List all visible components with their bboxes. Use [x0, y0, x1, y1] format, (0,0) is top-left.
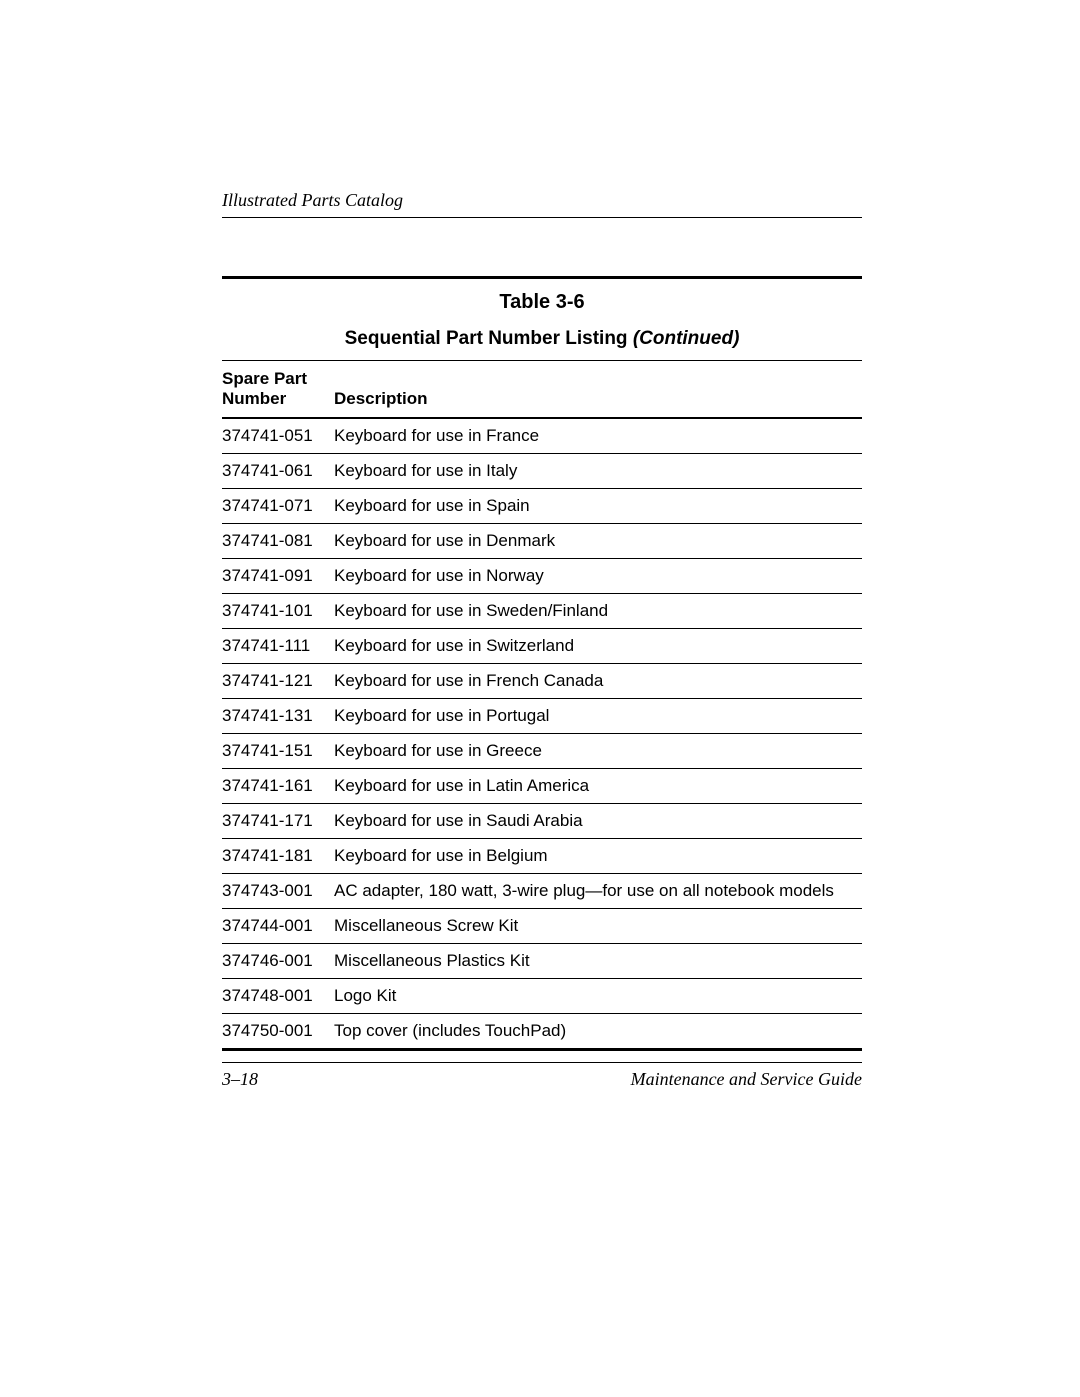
page-footer: 3–18 Maintenance and Service Guide — [222, 1062, 862, 1090]
cell-part-number: 374741-181 — [222, 839, 334, 874]
cell-part-number: 374741-101 — [222, 594, 334, 629]
cell-part-number: 374741-151 — [222, 734, 334, 769]
footer-page-number: 3–18 — [222, 1069, 258, 1090]
cell-description: Keyboard for use in Portugal — [334, 699, 862, 734]
running-header: Illustrated Parts Catalog — [222, 190, 862, 218]
cell-part-number: 374750-001 — [222, 1014, 334, 1050]
table-row: 374750-001Top cover (includes TouchPad) — [222, 1014, 862, 1050]
table-row: 374741-091Keyboard for use in Norway — [222, 559, 862, 594]
table-row: 374744-001Miscellaneous Screw Kit — [222, 909, 862, 944]
col-header-description: Description — [334, 361, 862, 418]
cell-part-number: 374741-081 — [222, 524, 334, 559]
cell-description: Keyboard for use in Switzerland — [334, 629, 862, 664]
cell-description: Miscellaneous Screw Kit — [334, 909, 862, 944]
cell-description: Top cover (includes TouchPad) — [334, 1014, 862, 1050]
table-row: 374741-051Keyboard for use in France — [222, 418, 862, 454]
cell-part-number: 374741-111 — [222, 629, 334, 664]
cell-part-number: 374744-001 — [222, 909, 334, 944]
cell-part-number: 374741-131 — [222, 699, 334, 734]
cell-description: Keyboard for use in France — [334, 418, 862, 454]
table-row: 374741-151Keyboard for use in Greece — [222, 734, 862, 769]
table-row: 374741-081Keyboard for use in Denmark — [222, 524, 862, 559]
table-subtitle-continued: (Continued) — [633, 328, 740, 349]
table-row: 374746-001Miscellaneous Plastics Kit — [222, 944, 862, 979]
page-content: Illustrated Parts Catalog Table 3-6 Sequ… — [222, 190, 862, 1051]
cell-description: Keyboard for use in Norway — [334, 559, 862, 594]
table-row: 374741-071Keyboard for use in Spain — [222, 489, 862, 524]
table-subtitle-main: Sequential Part Number Listing — [345, 328, 633, 349]
table-header-row: Spare Part Number Description — [222, 361, 862, 418]
cell-part-number: 374748-001 — [222, 979, 334, 1014]
table-row: 374741-061Keyboard for use in Italy — [222, 454, 862, 489]
col-header-part-number: Spare Part Number — [222, 361, 334, 418]
cell-part-number: 374741-071 — [222, 489, 334, 524]
cell-description: Keyboard for use in French Canada — [334, 664, 862, 699]
cell-description: Miscellaneous Plastics Kit — [334, 944, 862, 979]
cell-description: Keyboard for use in Sweden/Finland — [334, 594, 862, 629]
cell-description: Keyboard for use in Latin America — [334, 769, 862, 804]
table-row: 374741-161Keyboard for use in Latin Amer… — [222, 769, 862, 804]
table-row: 374741-101Keyboard for use in Sweden/Fin… — [222, 594, 862, 629]
table-row: 374741-181Keyboard for use in Belgium — [222, 839, 862, 874]
parts-table: Spare Part Number Description 374741-051… — [222, 361, 862, 1051]
table-row: 374743-001AC adapter, 180 watt, 3-wire p… — [222, 874, 862, 909]
cell-description: Keyboard for use in Spain — [334, 489, 862, 524]
table-row: 374741-171Keyboard for use in Saudi Arab… — [222, 804, 862, 839]
cell-description: Keyboard for use in Belgium — [334, 839, 862, 874]
cell-part-number: 374741-051 — [222, 418, 334, 454]
footer-doc-title: Maintenance and Service Guide — [631, 1069, 862, 1090]
table-caption: Table 3-6 — [222, 276, 862, 314]
cell-description: Keyboard for use in Denmark — [334, 524, 862, 559]
table-body: 374741-051Keyboard for use in France3747… — [222, 418, 862, 1050]
cell-description: Keyboard for use in Saudi Arabia — [334, 804, 862, 839]
cell-part-number: 374741-091 — [222, 559, 334, 594]
cell-description: AC adapter, 180 watt, 3-wire plug—for us… — [334, 874, 862, 909]
cell-part-number: 374746-001 — [222, 944, 334, 979]
cell-part-number: 374741-121 — [222, 664, 334, 699]
cell-part-number: 374741-061 — [222, 454, 334, 489]
col-header-part-number-l2: Number — [222, 389, 286, 408]
cell-description: Logo Kit — [334, 979, 862, 1014]
cell-part-number: 374741-161 — [222, 769, 334, 804]
table-row: 374748-001Logo Kit — [222, 979, 862, 1014]
col-header-part-number-l1: Spare Part — [222, 369, 307, 388]
cell-part-number: 374743-001 — [222, 874, 334, 909]
cell-description: Keyboard for use in Greece — [334, 734, 862, 769]
cell-part-number: 374741-171 — [222, 804, 334, 839]
cell-description: Keyboard for use in Italy — [334, 454, 862, 489]
table-row: 374741-131Keyboard for use in Portugal — [222, 699, 862, 734]
table-subtitle: Sequential Part Number Listing (Continue… — [222, 328, 862, 350]
table-row: 374741-111Keyboard for use in Switzerlan… — [222, 629, 862, 664]
table-row: 374741-121Keyboard for use in French Can… — [222, 664, 862, 699]
